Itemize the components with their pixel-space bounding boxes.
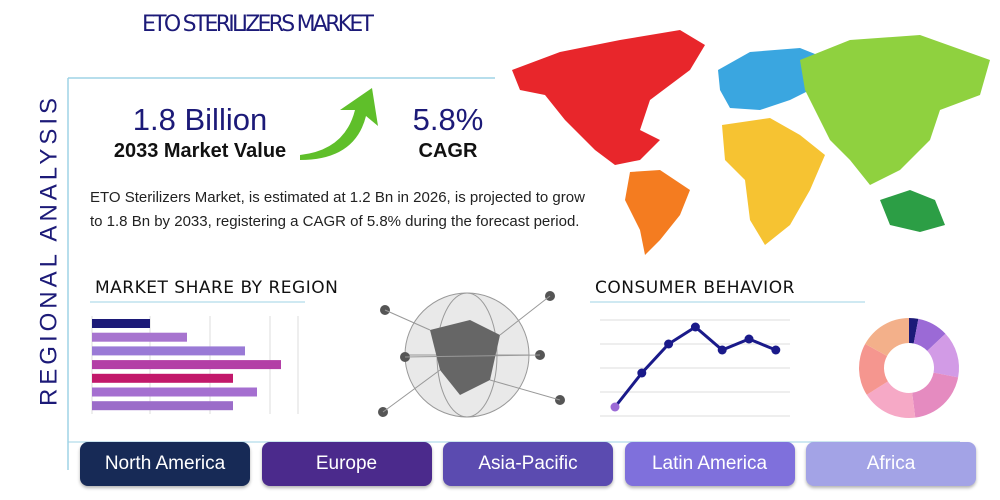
region-button[interactable]: North America — [80, 442, 250, 486]
stat-label: CAGR — [419, 140, 478, 162]
growth-arrow — [300, 88, 378, 160]
donut-slice — [859, 343, 888, 395]
trend-point — [744, 334, 754, 344]
donut-slice — [865, 317, 909, 356]
title: ETO STERILIZERS MARKET — [142, 12, 375, 37]
donut-slice — [866, 381, 916, 418]
donut-slice — [927, 333, 960, 378]
bar — [92, 360, 281, 370]
bar — [92, 401, 233, 411]
region-button[interactable]: Asia-Pacific — [443, 442, 613, 486]
bar — [92, 332, 187, 342]
side-title: REGIONAL ANALYSIS — [35, 94, 62, 406]
region-button[interactable]: Europe — [261, 442, 432, 486]
donut-slice — [913, 318, 946, 351]
line-grid — [600, 319, 790, 417]
section-title: MARKET SHARE BY REGION — [95, 278, 338, 298]
trend-point — [690, 322, 700, 332]
stat-value: 5.8% — [413, 102, 484, 137]
trend-point — [610, 402, 620, 412]
region-button[interactable]: Latin America — [624, 442, 795, 486]
description: ETO Sterilizers Market, is estimated at … — [90, 189, 585, 230]
region-button[interactable]: Africa — [806, 442, 976, 486]
globe — [378, 291, 565, 418]
world-map — [512, 30, 990, 255]
bar — [92, 319, 150, 328]
donut-slice — [909, 318, 919, 344]
trend-point — [637, 368, 647, 378]
stat-label: 2033 Market Value — [114, 140, 286, 162]
section-title: CONSUMER BEHAVIOR — [595, 278, 795, 298]
bar — [92, 387, 257, 397]
trend-point — [771, 345, 781, 355]
trend-point — [717, 345, 727, 355]
bar — [92, 373, 233, 383]
trend-point — [664, 339, 674, 349]
stat-value: 1.8 Billion — [133, 102, 267, 137]
donut-slice — [912, 372, 959, 418]
bar — [92, 346, 245, 356]
